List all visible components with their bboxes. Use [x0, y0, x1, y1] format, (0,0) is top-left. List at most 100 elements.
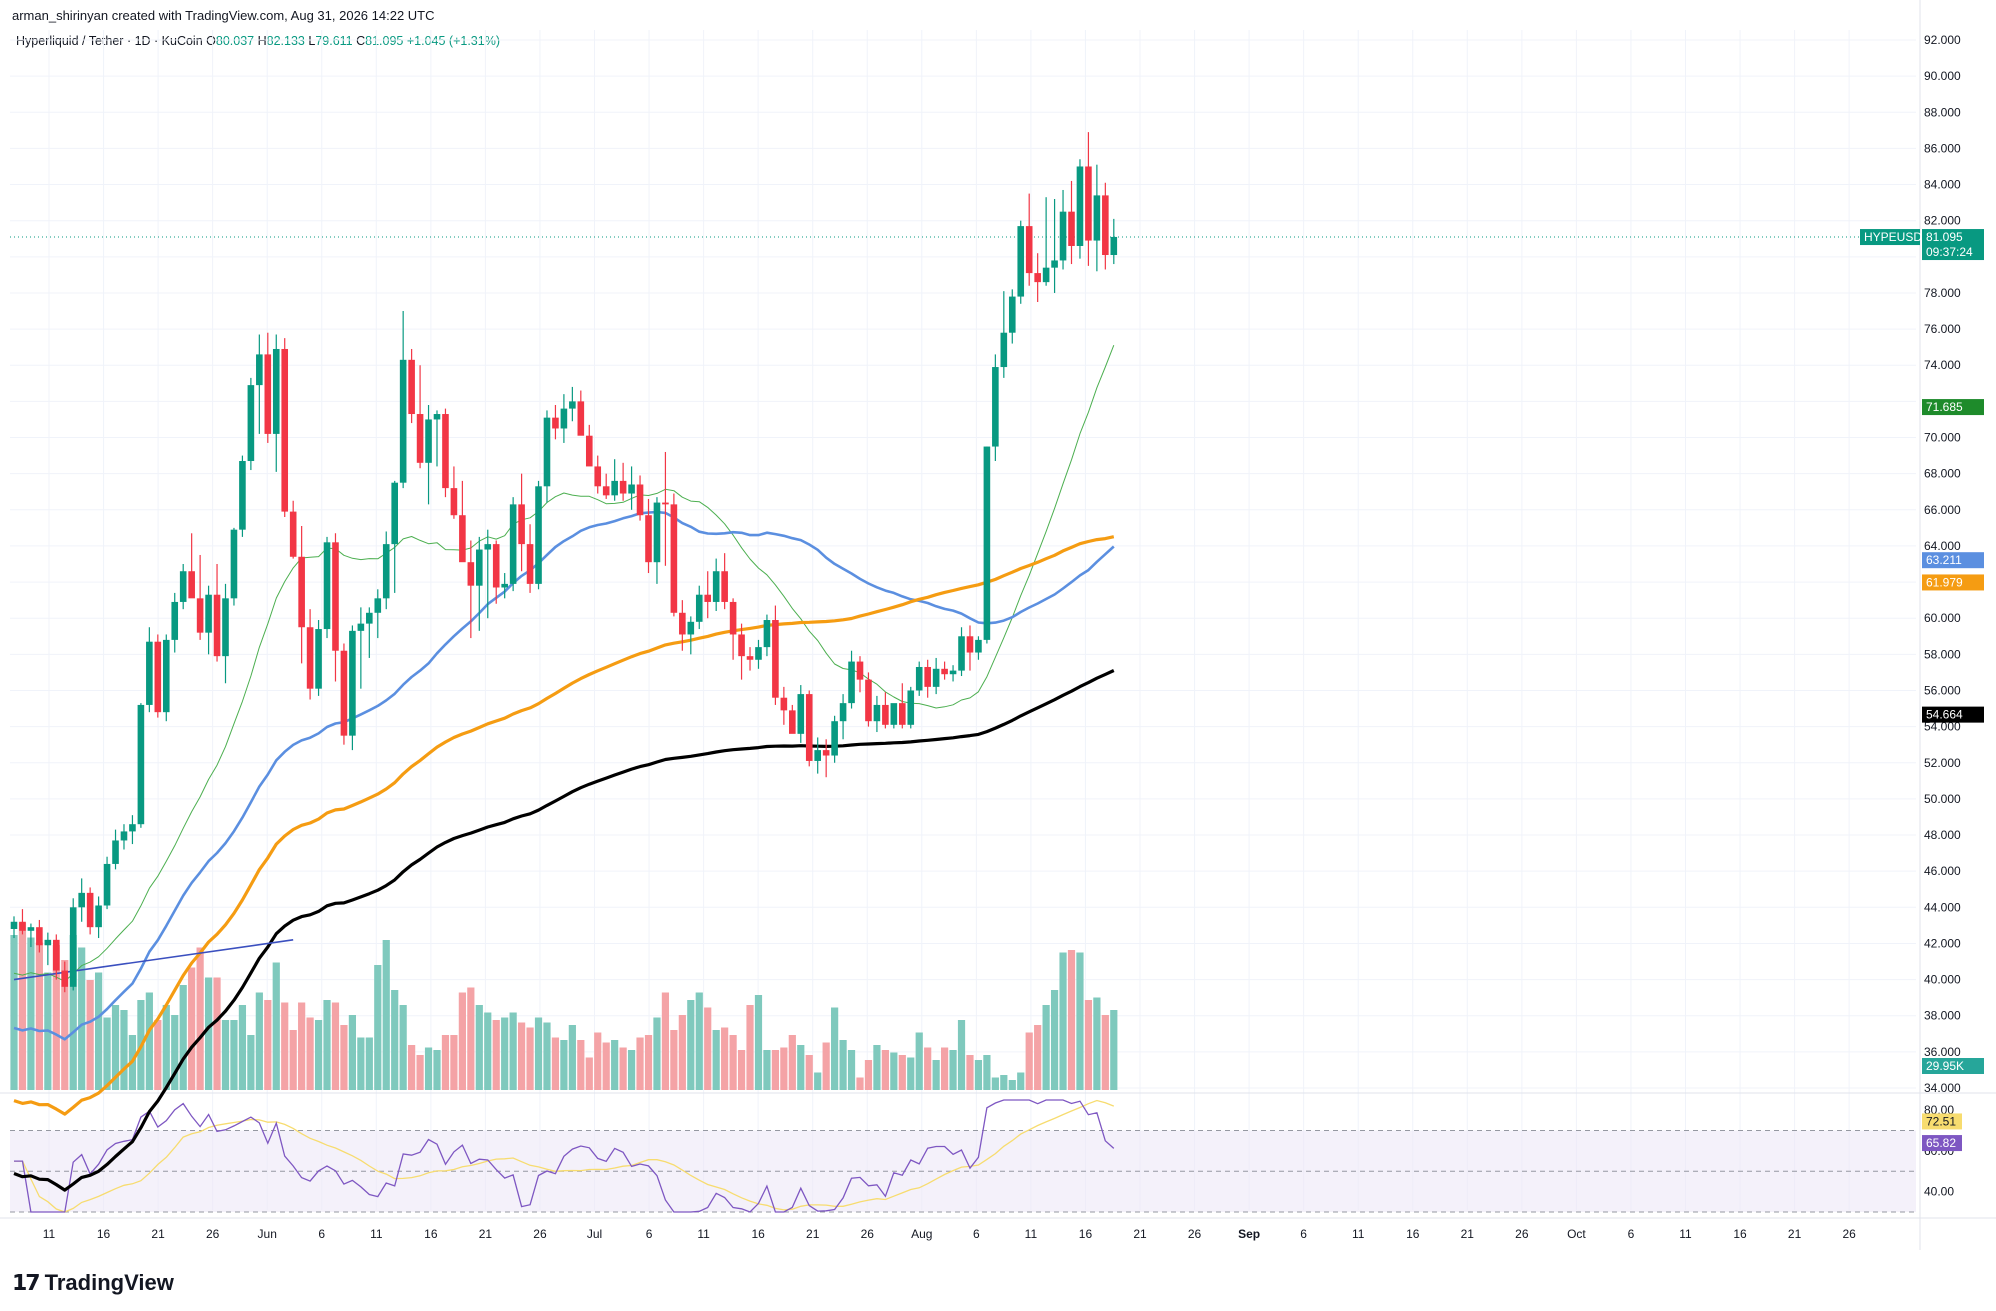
- volume-bar: [831, 1007, 839, 1090]
- candle-body: [712, 571, 720, 602]
- candle-body: [484, 544, 492, 550]
- volume-bar: [805, 1055, 813, 1090]
- volume-bar: [204, 977, 213, 1090]
- candle-body: [61, 970, 69, 987]
- price-badge-volume: 29.95K: [1922, 1058, 1984, 1074]
- candle-body: [780, 697, 788, 711]
- candle-body: [459, 515, 466, 563]
- candle-body: [120, 831, 128, 841]
- volume-bar: [111, 1005, 120, 1090]
- volume-bar: [1110, 1010, 1118, 1090]
- price-tick-label: 58.000: [1924, 647, 1961, 661]
- price-tick-label: 92.000: [1924, 33, 1961, 47]
- price-badge-ma20: 71.685: [1922, 399, 1984, 416]
- candle-body: [619, 480, 627, 494]
- time-tick-label: 21: [151, 1227, 165, 1241]
- price-badge-ma200: 54.664: [1922, 706, 1984, 723]
- candle-body: [205, 594, 212, 633]
- candle-body: [1093, 195, 1101, 241]
- volume-bar: [458, 992, 466, 1090]
- volume-bar: [86, 980, 94, 1090]
- rsi-badge-text: 65.82: [1926, 1136, 1956, 1150]
- candle-body: [628, 484, 635, 494]
- price-tick-label: 44.000: [1924, 900, 1961, 914]
- candle-body: [924, 666, 931, 687]
- price-badge-ma100: 61.979: [1922, 574, 1984, 591]
- rsi-ma-line: [14, 1099, 1115, 1213]
- volume-bar: [120, 1010, 128, 1090]
- candle-body: [983, 446, 991, 640]
- price-badge-text: 71.685: [1926, 400, 1963, 414]
- candle-body: [653, 502, 661, 563]
- candle-body: [179, 571, 187, 602]
- rsi-badge-bg: [1922, 1135, 1962, 1152]
- price-badge-bg: [1922, 399, 1984, 416]
- price-tick-label: 46.000: [1924, 864, 1961, 878]
- price-tick-label: 68.000: [1924, 467, 1961, 481]
- candle-body: [941, 668, 948, 675]
- time-tick-label: Aug: [911, 1227, 932, 1241]
- volume-bar: [941, 1047, 949, 1090]
- volume-bar: [712, 1030, 720, 1090]
- candle-body: [636, 484, 644, 516]
- volume-bar: [171, 1015, 179, 1090]
- candle-body: [247, 385, 255, 462]
- volume-bar: [983, 1055, 991, 1090]
- candle-body: [1017, 226, 1025, 297]
- candle-body: [416, 414, 424, 463]
- volume-bar: [416, 1055, 424, 1090]
- candle-body: [975, 639, 982, 653]
- volume-bar: [179, 985, 187, 1090]
- volume-bars: [10, 922, 1118, 1090]
- candle-body: [196, 598, 204, 633]
- candle-body: [611, 480, 618, 496]
- volume-bar: [543, 1022, 551, 1090]
- volume-bar: [1050, 990, 1059, 1090]
- candle-body: [382, 544, 390, 599]
- candle-body: [949, 670, 957, 675]
- candle-body: [264, 354, 272, 434]
- tradingview-logo-icon: 𝟭𝟳: [12, 1270, 41, 1295]
- candle-body: [822, 750, 830, 756]
- candle-body: [899, 703, 906, 725]
- volume-bar: [35, 942, 43, 1090]
- volume-bar: [103, 1017, 111, 1090]
- price-badge-text: 61.979: [1926, 575, 1963, 589]
- time-tick-label: 21: [1133, 1227, 1147, 1241]
- volume-bar: [864, 1060, 873, 1090]
- high-label: H: [257, 34, 267, 48]
- candle-body: [36, 927, 43, 946]
- volume-bar: [687, 1000, 695, 1090]
- candle-body: [890, 703, 898, 725]
- volume-bar: [1008, 1080, 1016, 1090]
- volume-bar: [238, 1005, 247, 1090]
- volume-bar: [382, 940, 390, 1090]
- rsi-line: [14, 1099, 1115, 1213]
- volume-bar: [196, 947, 204, 1090]
- price-badge-bg: [1922, 244, 1984, 261]
- candle-body: [526, 544, 534, 584]
- candle-body: [1008, 296, 1016, 333]
- volume-bar: [484, 1012, 492, 1090]
- volume-bar: [281, 1002, 289, 1090]
- volume-bar: [721, 1027, 729, 1090]
- volume-bar: [331, 1002, 340, 1090]
- price-badge-bg: [1922, 229, 1984, 246]
- price-tick-label: 38.000: [1924, 1009, 1961, 1023]
- volume-bar: [627, 1050, 636, 1090]
- volume-bar: [272, 962, 280, 1090]
- price-badge-text: 54.664: [1926, 708, 1963, 722]
- candle-body: [69, 907, 77, 987]
- volume-bar: [1042, 1005, 1050, 1090]
- volume-bar: [729, 1035, 737, 1090]
- candle-body: [1000, 332, 1008, 368]
- price-tick-label: 42.000: [1924, 936, 1961, 950]
- time-tick-label: Oct: [1567, 1227, 1586, 1241]
- volume-bar: [78, 947, 86, 1090]
- candle-body: [772, 620, 779, 698]
- time-tick-label: 26: [1515, 1227, 1529, 1241]
- candle-body: [272, 348, 280, 434]
- volume-bar: [534, 1017, 543, 1090]
- change-value: +1.045 (+1.31%): [406, 34, 500, 48]
